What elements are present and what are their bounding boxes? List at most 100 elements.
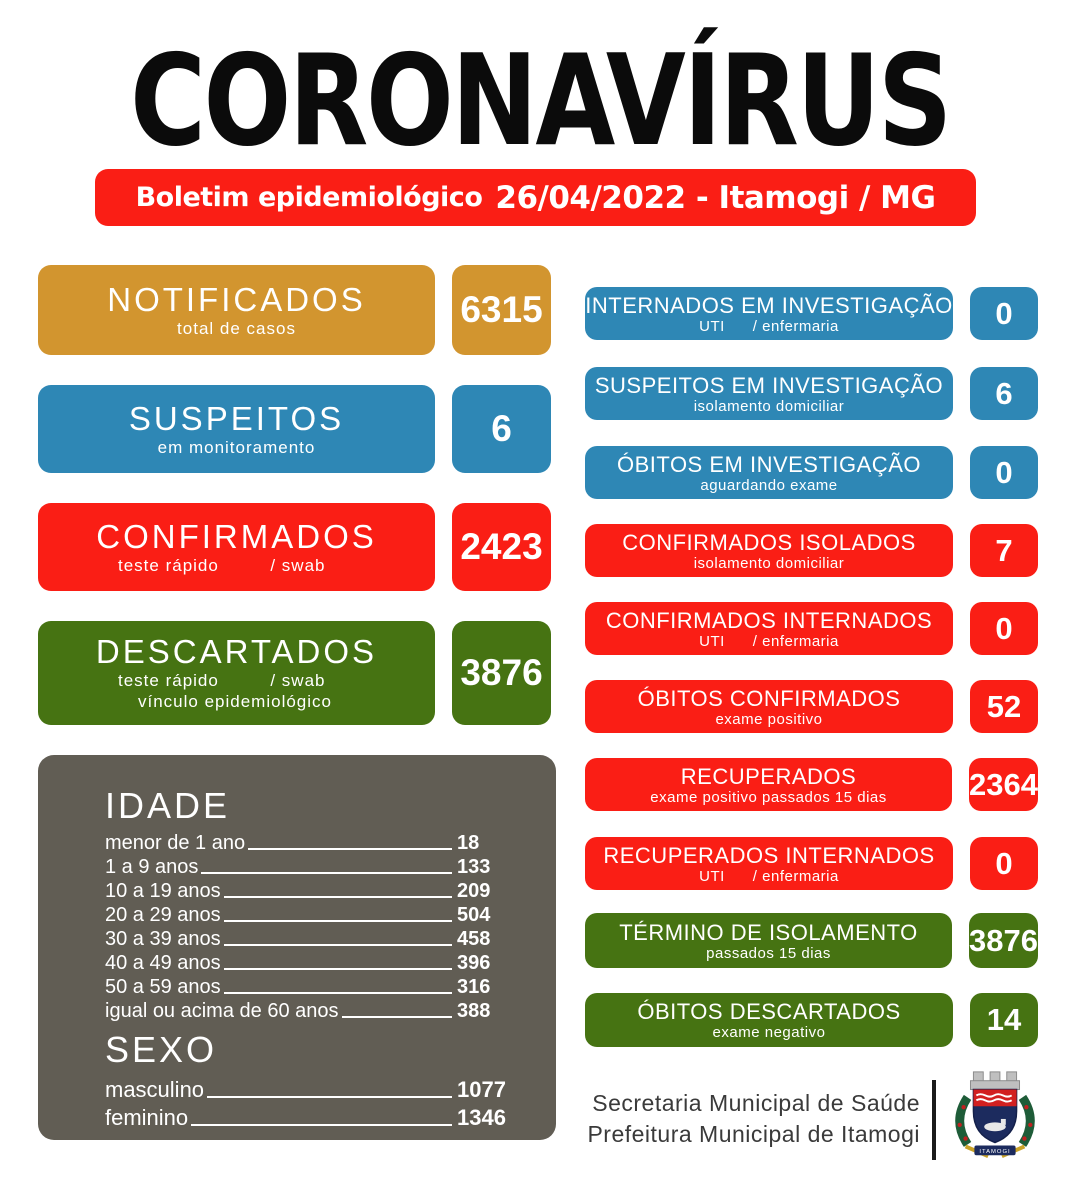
age-row: 30 a 39 anos 458 bbox=[105, 927, 504, 951]
stat-card-obitos-confirmados: ÓBITOS CONFIRMADOS exame positivo 52 bbox=[585, 680, 1038, 733]
stat-subtitle-2: vínculo epidemiológico bbox=[138, 692, 332, 711]
age-value: 209 bbox=[457, 880, 491, 902]
footer-line-1: Secretaria Municipal de Saúde bbox=[592, 1090, 920, 1116]
stat-card-notificados: NOTIFICADOS total de casos 6315 bbox=[38, 265, 551, 355]
stat-value-badge: 52 bbox=[970, 680, 1038, 733]
age-row: 50 a 59 anos 316 bbox=[105, 975, 504, 999]
banner-label: Boletim epidemiológico bbox=[135, 182, 483, 213]
age-value: 504 bbox=[457, 904, 491, 926]
stat-title: DESCARTADOS bbox=[95, 633, 378, 670]
stat-subtitle: isolamento domiciliar bbox=[693, 554, 845, 572]
stat-title: CONFIRMADOS bbox=[96, 517, 377, 555]
leader-line bbox=[207, 1096, 452, 1098]
age-label: 10 a 19 anos bbox=[105, 880, 221, 902]
leader-line bbox=[223, 968, 452, 970]
mural-crown bbox=[969, 1071, 1021, 1091]
bulletin-banner: Boletim epidemiológico 26/04/2022 - Itam… bbox=[95, 169, 976, 226]
age-label: 30 a 39 anos bbox=[105, 928, 221, 950]
stat-title: ÓBITOS DESCARTADOS bbox=[637, 999, 901, 1024]
stat-subtitle: exame negativo bbox=[712, 1024, 826, 1041]
age-label: 50 a 59 anos bbox=[105, 976, 221, 998]
age-value: 18 bbox=[457, 832, 480, 854]
stat-value-badge: 2364 bbox=[969, 758, 1038, 811]
age-row: 40 a 49 anos 396 bbox=[105, 951, 504, 975]
stat-subtitle: em monitoramento bbox=[157, 437, 316, 457]
stat-value-badge: 3876 bbox=[452, 621, 551, 725]
age-row: 20 a 29 anos 504 bbox=[105, 903, 504, 927]
stat-subtitle: UTI / enfermaria bbox=[699, 632, 839, 650]
stat-card-label: CONFIRMADOS ISOLADOS isolamento domicili… bbox=[585, 524, 953, 577]
sex-value: 1077 bbox=[457, 1077, 506, 1102]
stat-title: ÓBITOS EM INVESTIGAÇÃO bbox=[617, 451, 921, 477]
stat-card-suspeitos-investigacao: SUSPEITOS EM INVESTIGAÇÃO isolamento dom… bbox=[585, 367, 1038, 420]
age-label: menor de 1 ano bbox=[105, 832, 246, 854]
stat-subtitle: UTI / enfermaria bbox=[699, 867, 839, 885]
stat-title: ÓBITOS CONFIRMADOS bbox=[637, 685, 901, 711]
leader-line bbox=[223, 992, 452, 994]
leader-line bbox=[201, 872, 452, 874]
leader-line bbox=[223, 920, 452, 922]
footer-text: Secretaria Municipal de Saúde Prefeitura… bbox=[570, 1088, 920, 1150]
age-label: 40 a 49 anos bbox=[105, 952, 221, 974]
stat-value-badge: 6 bbox=[452, 385, 551, 473]
stat-value-badge: 0 bbox=[970, 602, 1038, 655]
stat-card-label: NOTIFICADOS total de casos bbox=[38, 265, 435, 355]
sex-section-title: SEXO bbox=[105, 1029, 218, 1070]
stat-card-label: ÓBITOS DESCARTADOS exame negativo bbox=[585, 993, 953, 1047]
stat-subtitle: isolamento domiciliar bbox=[693, 397, 845, 415]
age-row: 1 a 9 anos 133 bbox=[105, 855, 504, 879]
stat-title: SUSPEITOS EM INVESTIGAÇÃO bbox=[594, 372, 944, 398]
stat-subtitle: exame positivo bbox=[715, 710, 823, 728]
stat-title: RECUPERADOS INTERNADOS bbox=[603, 842, 935, 868]
stat-value-badge: 7 bbox=[970, 524, 1038, 577]
stat-subtitle: teste rápido / swab bbox=[118, 671, 326, 690]
stat-value-badge: 6315 bbox=[452, 265, 551, 355]
stat-card-label: DESCARTADOS teste rápido / swab vínculo … bbox=[38, 621, 435, 725]
stat-title: INTERNADOS EM INVESTIGAÇÃO bbox=[585, 292, 953, 318]
stat-card-obitos-descartados: ÓBITOS DESCARTADOS exame negativo 14 bbox=[585, 993, 1038, 1047]
stat-card-label: SUSPEITOS em monitoramento bbox=[38, 385, 435, 473]
stat-title: SUSPEITOS bbox=[128, 399, 345, 437]
stat-card-suspeitos: SUSPEITOS em monitoramento 6 bbox=[38, 385, 551, 473]
stat-value-badge: 0 bbox=[970, 287, 1038, 340]
stat-card-label: INTERNADOS EM INVESTIGAÇÃO UTI / enferma… bbox=[585, 287, 953, 340]
age-label: 1 a 9 anos bbox=[105, 856, 199, 878]
stat-card-recuperados: RECUPERADOS exame positivo passados 15 d… bbox=[585, 758, 1038, 811]
itamogi-coat-of-arms: ITAMOGI bbox=[955, 1071, 1035, 1159]
stat-subtitle: aguardando exame bbox=[700, 476, 838, 494]
stat-card-confirmados-internados: CONFIRMADOS INTERNADOS UTI / enfermaria … bbox=[585, 602, 1038, 655]
footer-divider bbox=[932, 1080, 936, 1160]
stat-value-badge: 2423 bbox=[452, 503, 551, 591]
age-row: igual ou acima de 60 anos 388 bbox=[105, 999, 504, 1023]
stat-value-badge: 0 bbox=[970, 446, 1038, 499]
stat-card-termino-isolamento: TÉRMINO DE ISOLAMENTO passados 15 dias 3… bbox=[585, 913, 1038, 968]
age-value: 388 bbox=[457, 1000, 491, 1022]
stat-subtitle: total de casos bbox=[177, 318, 296, 338]
stat-subtitle: exame positivo passados 15 dias bbox=[650, 788, 887, 806]
stat-card-label: SUSPEITOS EM INVESTIGAÇÃO isolamento dom… bbox=[585, 367, 953, 420]
stat-subtitle: teste rápido / swab bbox=[118, 555, 326, 575]
stat-card-label: CONFIRMADOS INTERNADOS UTI / enfermaria bbox=[585, 602, 953, 655]
sex-row: masculino 1077 bbox=[105, 1075, 506, 1103]
footer-line-2: Prefeitura Municipal de Itamogi bbox=[587, 1121, 920, 1147]
age-label: igual ou acima de 60 anos bbox=[105, 1000, 339, 1022]
shield-chief bbox=[973, 1089, 1017, 1107]
stat-card-recuperados-internados: RECUPERADOS INTERNADOS UTI / enfermaria … bbox=[585, 837, 1038, 890]
stat-card-label: RECUPERADOS INTERNADOS UTI / enfermaria bbox=[585, 837, 953, 890]
age-value: 316 bbox=[457, 976, 491, 998]
sex-label: feminino bbox=[105, 1105, 189, 1130]
age-value: 396 bbox=[457, 952, 491, 974]
age-label: 20 a 29 anos bbox=[105, 904, 221, 926]
stat-value-badge: 3876 bbox=[969, 913, 1038, 968]
stat-title: CONFIRMADOS INTERNADOS bbox=[605, 607, 933, 633]
stat-title: TÉRMINO DE ISOLAMENTO bbox=[619, 919, 918, 945]
page-title: CORONAVÍRUS bbox=[130, 26, 952, 174]
leader-line bbox=[248, 848, 452, 850]
demographics-panel: IDADE menor de 1 ano 18 1 a 9 anos 133 1… bbox=[38, 755, 556, 1140]
leader-line bbox=[223, 896, 452, 898]
stat-card-confirmados: CONFIRMADOS teste rápido / swab 2423 bbox=[38, 503, 551, 591]
stat-title: NOTIFICADOS bbox=[107, 280, 366, 318]
stat-card-confirmados-isolados: CONFIRMADOS ISOLADOS isolamento domicili… bbox=[585, 524, 1038, 577]
stat-card-label: ÓBITOS CONFIRMADOS exame positivo bbox=[585, 680, 953, 733]
